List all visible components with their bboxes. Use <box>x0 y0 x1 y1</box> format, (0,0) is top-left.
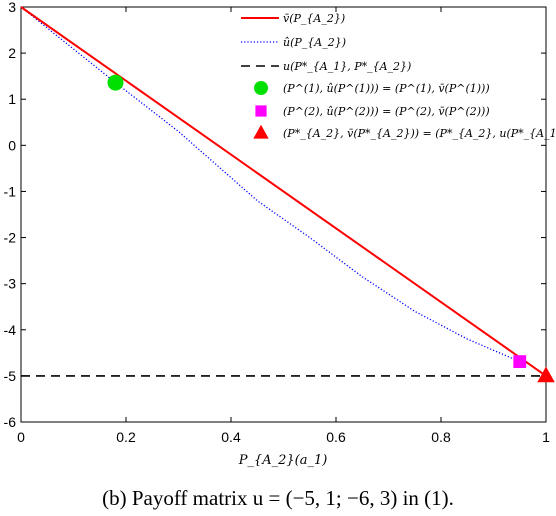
y-tick-label: 1 <box>8 91 16 107</box>
marker-square <box>513 355 527 368</box>
y-tick-label: 2 <box>8 45 16 61</box>
chart-svg: 0 0.2 0.4 0.6 0.8 1 -6 -5 -4 -3 -2 -1 0 1 2 3 v̄(P_{A_2… <box>4 0 556 468</box>
x-tick-label: 0.4 <box>221 429 241 445</box>
y-tick-label: -4 <box>4 322 17 338</box>
y-tick-label: 3 <box>8 0 16 15</box>
x-tick-label: 1 <box>542 429 550 445</box>
x-tick-label: 0.6 <box>326 429 346 445</box>
legend-entry-label: v̄(P_{A_2}) <box>283 12 345 25</box>
x-tick-label: 0.8 <box>431 429 451 445</box>
marker-circle <box>107 74 124 91</box>
marker-circle <box>254 81 268 95</box>
axis-ticks: 0 0.2 0.4 0.6 0.8 1 -6 -5 -4 -3 -2 -1 0 1 2 3 <box>4 0 551 445</box>
series-line-dotted <box>20 6 521 363</box>
legend-entry-label: (P*_{A_2}, v̄(P*_{A_2})) = (P*_{A_2}, u(… <box>283 127 556 140</box>
marker-square <box>255 105 267 117</box>
y-tick-label: -3 <box>4 276 17 292</box>
y-tick-label: -1 <box>4 183 17 199</box>
y-tick-label: -2 <box>4 230 17 246</box>
series-group <box>20 6 547 377</box>
x-axis-label: P_{A_2}(a_1) <box>238 453 328 468</box>
x-tick-label: 0 <box>17 429 25 445</box>
legend-entry-label: (P^(1), û(P^(1))) = (P^(1), v̄(P^(1))) <box>283 82 490 95</box>
legend-entry-label: û(P_{A_2}) <box>283 36 346 49</box>
marker-triangle <box>253 124 269 139</box>
legend: v̄(P_{A_2}) û(P_{A_2}) u(P*_{A_1}, P*_{A_2… <box>241 12 556 140</box>
markers-group <box>107 74 555 383</box>
y-tick-label: 0 <box>8 137 16 153</box>
plot-area <box>20 6 547 423</box>
y-tick-label: -5 <box>4 368 17 384</box>
legend-entry-label: u(P*_{A_1}, P*_{A_2}) <box>283 60 411 73</box>
legend-entry-label: (P^(2), û(P^(2))) = (P^(2), v̄(P^(2))) <box>283 105 490 118</box>
figure-caption: (b) Payoff matrix u = (−5, 1; −6, 3) in … <box>102 486 454 510</box>
series-line-solid <box>20 6 547 377</box>
marker-triangle <box>537 366 555 383</box>
x-tick-label: 0.2 <box>116 429 136 445</box>
y-tick-label: -6 <box>4 414 17 430</box>
